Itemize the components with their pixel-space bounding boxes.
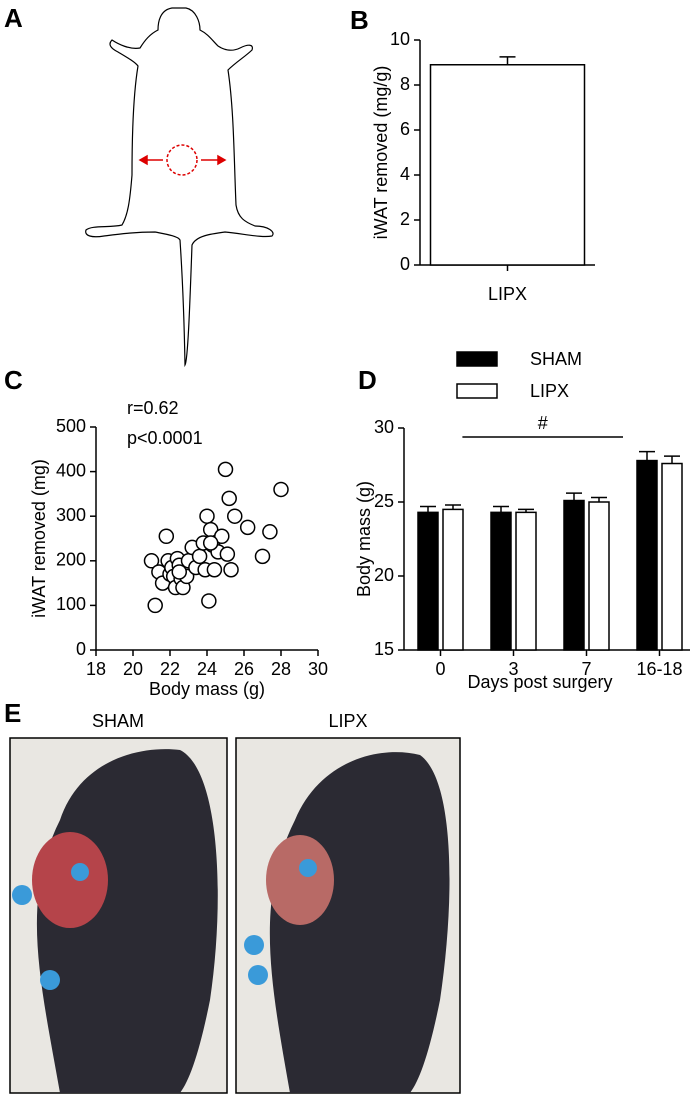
point <box>262 524 278 540</box>
bar <box>636 459 658 651</box>
x-tick-label: 20 <box>123 659 143 679</box>
error-bar <box>566 492 582 501</box>
bar <box>429 64 586 266</box>
y-tick-label: 4 <box>400 164 410 184</box>
panel-letter: D <box>358 365 377 395</box>
error-bar <box>499 56 516 65</box>
y-tick-label: 0 <box>76 639 86 659</box>
panel-letter: A <box>4 3 23 33</box>
x-tick-label: 16-18 <box>636 659 682 679</box>
point <box>273 481 289 498</box>
error-bar <box>420 505 436 513</box>
point <box>202 535 219 551</box>
point <box>214 528 230 545</box>
y-tick-label: 400 <box>56 460 86 480</box>
annotation: p<0.0001 <box>127 428 203 448</box>
point <box>191 548 208 565</box>
panel-letter: E <box>4 698 21 728</box>
legend-swatch <box>456 351 498 367</box>
x-tick-label: 24 <box>197 659 217 679</box>
y-tick-label: 8 <box>400 74 410 94</box>
legend-label: LIPX <box>530 381 569 401</box>
point <box>217 461 234 478</box>
x-axis-label: Days post surgery <box>467 672 612 692</box>
panel-letter: B <box>350 5 369 35</box>
point <box>201 593 217 609</box>
error-bar <box>493 505 509 513</box>
y-tick-label: 6 <box>400 119 410 139</box>
bar <box>563 499 585 651</box>
point <box>199 508 215 524</box>
incision-marker <box>138 144 227 176</box>
y-axis-label: iWAT removed (mg/g) <box>371 66 391 240</box>
y-tick-label: 10 <box>390 29 410 49</box>
photo-label: SHAM <box>92 711 144 731</box>
bar <box>515 511 537 651</box>
point <box>147 597 163 614</box>
bar <box>490 511 512 651</box>
x-axis-label: Body mass (g) <box>149 679 265 699</box>
x-tick-label: 0 <box>435 659 445 679</box>
photo <box>235 737 461 1094</box>
bar <box>442 508 464 651</box>
point <box>143 553 160 569</box>
y-tick-label: 25 <box>374 491 394 511</box>
y-tick-label: 2 <box>400 209 410 229</box>
y-tick-label: 20 <box>374 565 394 585</box>
panel-letter: C <box>4 365 23 395</box>
legend-label: SHAM <box>530 349 582 369</box>
point <box>227 508 243 524</box>
y-tick-label: 200 <box>56 550 86 570</box>
bar <box>417 511 439 651</box>
x-tick-label: 18 <box>86 659 106 679</box>
y-tick-label: 0 <box>400 254 410 274</box>
y-tick-label: 100 <box>56 594 86 614</box>
annotation: # <box>538 413 548 433</box>
y-tick-label: 30 <box>374 417 394 437</box>
bar <box>661 462 683 651</box>
x-tick-label: 3 <box>508 659 518 679</box>
point <box>254 548 271 565</box>
x-tick-label: LIPX <box>488 284 527 304</box>
annotation: r=0.62 <box>127 398 179 418</box>
legend-swatch <box>456 383 498 399</box>
point <box>239 519 256 536</box>
y-axis-label: iWAT removed (mg) <box>29 459 49 618</box>
mouse-outline <box>85 7 274 368</box>
photo <box>9 737 228 1094</box>
error-bar <box>639 450 655 461</box>
y-tick-label: 300 <box>56 505 86 525</box>
x-tick-label: 30 <box>308 659 328 679</box>
x-tick-label: 7 <box>581 659 591 679</box>
photo-label: LIPX <box>328 711 367 731</box>
point <box>171 564 187 580</box>
point <box>221 490 237 507</box>
point <box>158 528 175 545</box>
x-tick-label: 28 <box>271 659 291 679</box>
point <box>223 561 239 578</box>
point <box>219 546 236 562</box>
x-tick-label: 22 <box>160 659 180 679</box>
y-tick-label: 500 <box>56 416 86 436</box>
error-bar <box>664 455 680 464</box>
point <box>206 561 223 578</box>
bar <box>588 501 610 651</box>
y-axis-label: Body mass (g) <box>354 481 374 597</box>
x-tick-label: 26 <box>234 659 254 679</box>
y-tick-label: 15 <box>374 639 394 659</box>
